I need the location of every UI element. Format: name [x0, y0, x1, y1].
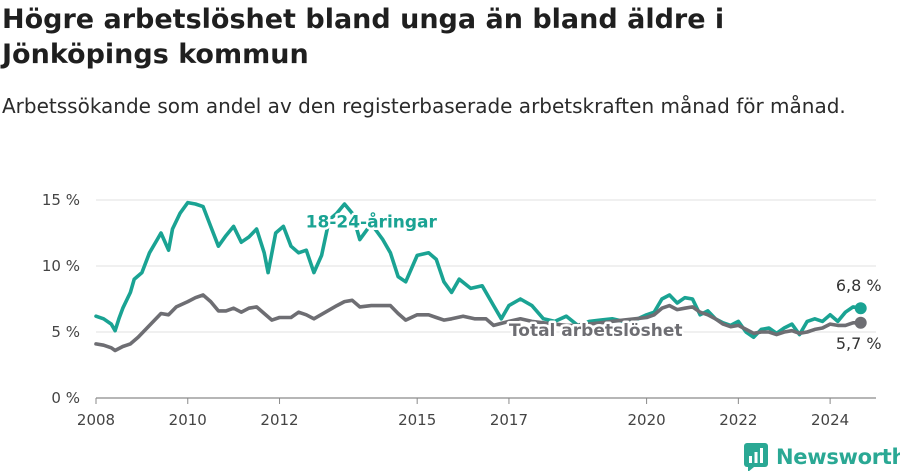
y-tick-label: 5 %: [51, 323, 80, 341]
y-tick-label: 0 %: [51, 389, 80, 407]
x-tick-label: 2017: [490, 411, 528, 429]
series-end-marker: [854, 316, 867, 329]
series: [94, 200, 867, 353]
grid: [96, 199, 876, 333]
end-value-label: 5,7 %: [836, 334, 882, 353]
chart-title: Högre arbetslöshet bland unga än bland ä…: [2, 4, 725, 70]
x-tick-label: 2008: [77, 411, 115, 429]
brand-name: Newsworthy: [776, 445, 900, 469]
series-end-marker: [854, 302, 867, 315]
y-tick-label: 15 %: [42, 191, 80, 209]
series-line-2: [94, 293, 863, 353]
y-tick-label: 10 %: [42, 257, 80, 275]
x-tick-label: 2024: [811, 411, 849, 429]
x-tick-label: 2022: [719, 411, 757, 429]
x-tick-label: 2010: [169, 411, 207, 429]
newsworthy-logo-icon: [744, 443, 768, 471]
end-value-label: 6,8 %: [836, 276, 882, 295]
chart-subtitle: Arbetssökande som andel av den registerb…: [2, 94, 846, 118]
brand: Newsworthy: [744, 442, 900, 472]
x-tick-label: 2015: [398, 411, 436, 429]
axes: 0 % 5 % 10 % 15 % 2008 2010 2012 2015 2017 2020 20…: [42, 191, 876, 429]
x-tick-label: 2012: [260, 411, 298, 429]
labels: 6,8 % 5,7 % 18-24-åringar Total arbetslöshe…: [303, 208, 882, 353]
x-tick-label: 2020: [627, 411, 665, 429]
series-label-total: Total arbetslöshet: [509, 321, 683, 341]
series-label-youth: 18-24-åringar: [306, 211, 438, 233]
